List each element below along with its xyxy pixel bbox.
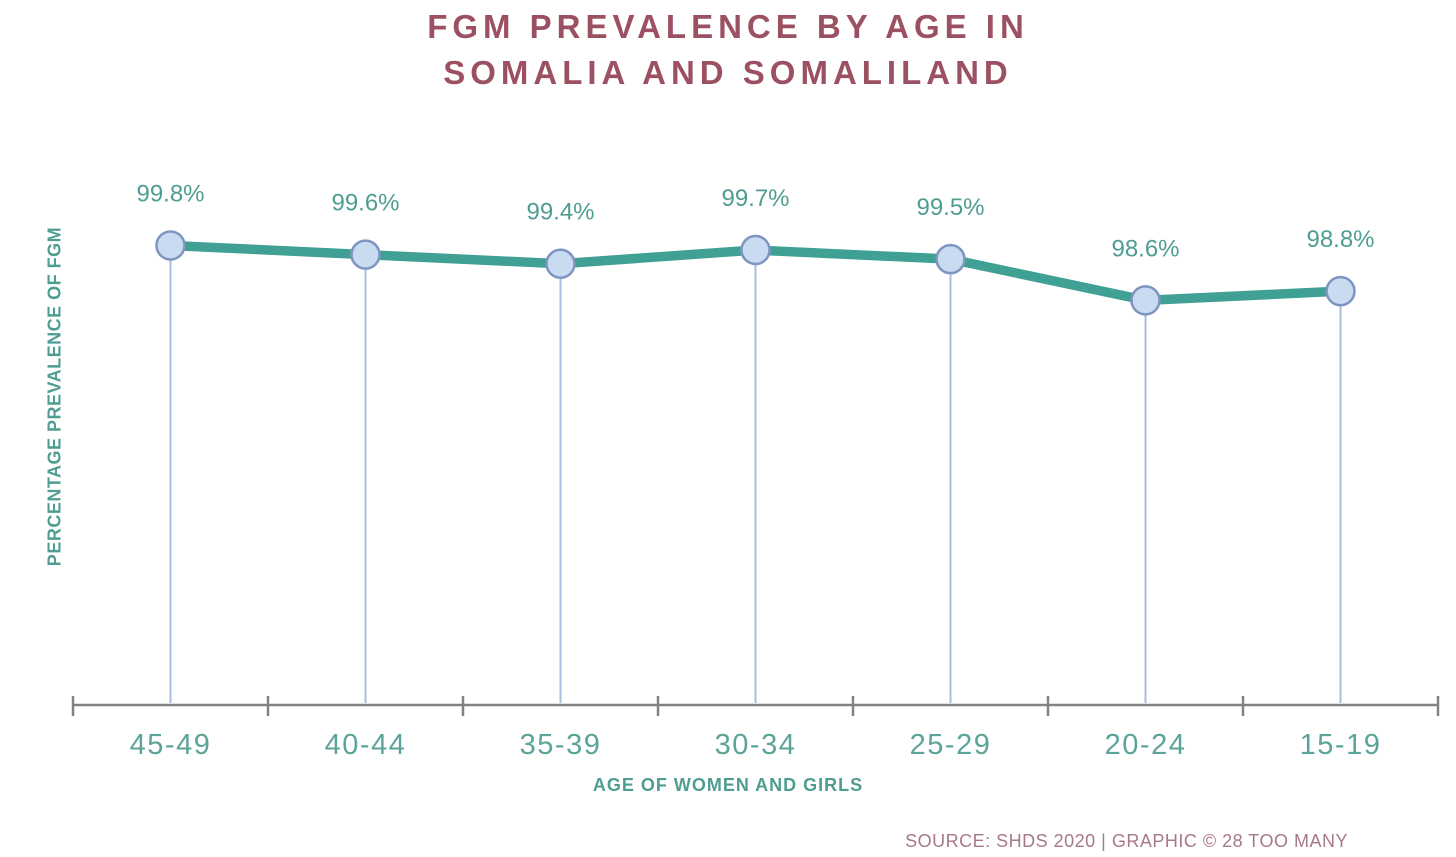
category-label: 15-19: [1300, 729, 1382, 761]
value-label: 99.6%: [331, 190, 399, 217]
chart-title-line1: FGM PREVALENCE BY AGE IN: [427, 8, 1029, 45]
value-label: 99.7%: [721, 185, 789, 212]
category-label: 45-49: [130, 729, 212, 761]
source-credit: SOURCE: SHDS 2020 | GRAPHIC © 28 TOO MAN…: [905, 831, 1348, 851]
data-point: [1325, 275, 1356, 307]
category-label: 25-29: [910, 729, 992, 761]
category-label: 30-34: [715, 729, 797, 761]
data-point: [740, 234, 771, 266]
data-point: [935, 243, 966, 275]
value-label: 98.8%: [1306, 226, 1374, 253]
data-point: [545, 248, 576, 279]
data-point: [350, 239, 381, 270]
value-label: 99.4%: [526, 199, 594, 226]
value-label: 98.6%: [1111, 235, 1179, 262]
value-label: 99.8%: [136, 180, 204, 207]
x-axis-title: AGE OF WOMEN AND GIRLS: [592, 775, 864, 795]
data-point: [155, 230, 186, 261]
chart-title-line2: SOMALIA AND SOMALILAND: [443, 54, 1013, 91]
chart-title: FGM PREVALENCE BY AGE IN SOMALIA AND SOM…: [0, 4, 1456, 96]
category-label: 20-24: [1105, 729, 1187, 761]
category-label: 40-44: [325, 729, 407, 761]
value-label: 99.5%: [916, 194, 984, 221]
data-point: [1130, 285, 1161, 316]
category-label: 35-39: [520, 729, 602, 761]
